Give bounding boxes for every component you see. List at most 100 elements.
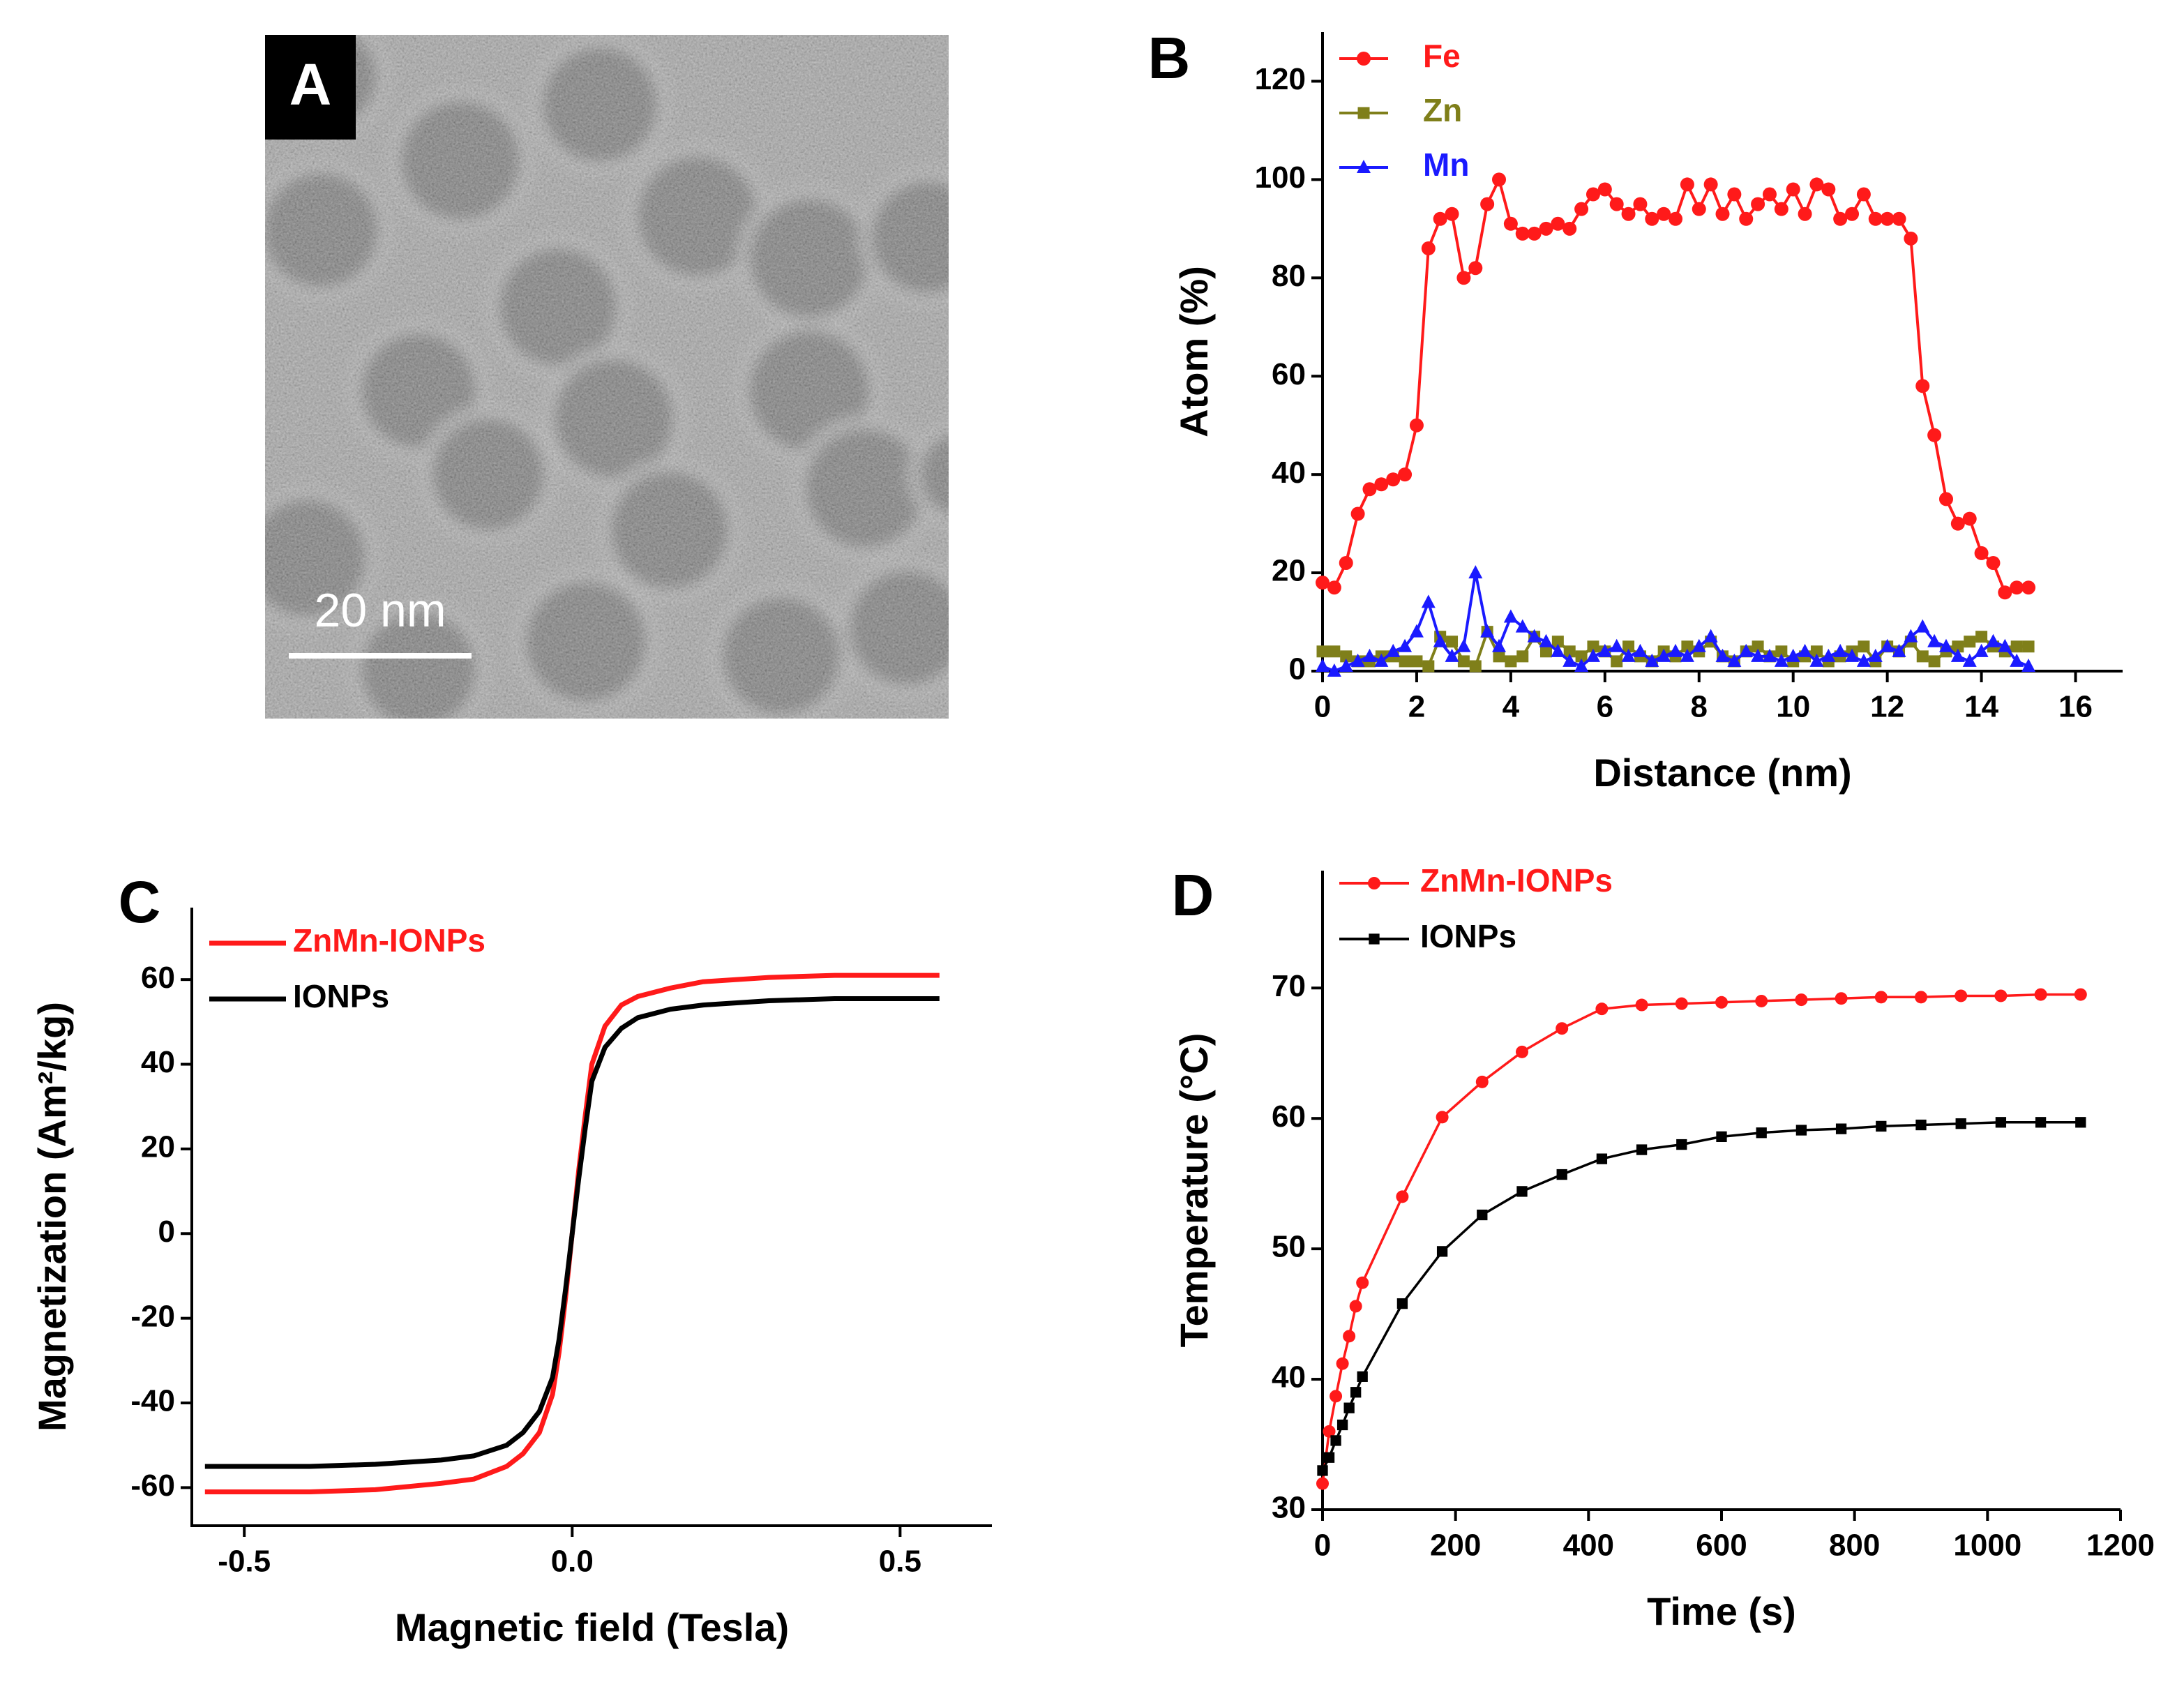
- marker: [1327, 663, 1341, 677]
- x-axis-title: Time (s): [1647, 1589, 1796, 1633]
- scale-bar-label: 20 nm: [315, 584, 446, 637]
- marker: [1611, 655, 1623, 668]
- marker: [1962, 511, 1977, 526]
- y-tick-label: 40: [1272, 456, 1306, 490]
- marker: [1551, 643, 1565, 657]
- marker: [1323, 1425, 1336, 1438]
- x-tick-label: 0: [1314, 1529, 1331, 1563]
- marker: [1539, 645, 1552, 658]
- marker: [1751, 648, 1765, 662]
- marker: [1645, 211, 1659, 226]
- marker: [1433, 211, 1447, 226]
- marker: [1786, 648, 1800, 662]
- series-line: [1321, 1121, 2081, 1471]
- marker: [1330, 1435, 1341, 1446]
- marker: [1904, 231, 1918, 246]
- marker: [1330, 1390, 1343, 1403]
- y-tick-label: -20: [130, 1299, 175, 1333]
- marker: [1398, 467, 1413, 482]
- marker: [1669, 211, 1683, 226]
- marker: [1715, 206, 1730, 221]
- y-tick-label: 100: [1255, 160, 1306, 195]
- marker: [1595, 1002, 1609, 1016]
- marker: [1868, 648, 1883, 662]
- marker: [1574, 658, 1589, 672]
- marker: [1633, 643, 1648, 657]
- marker: [1597, 643, 1612, 657]
- marker: [1845, 648, 1860, 662]
- marker: [1880, 211, 1895, 226]
- x-tick-label: 200: [1430, 1529, 1481, 1563]
- legend-label: Zn: [1423, 92, 1462, 128]
- marker: [1892, 211, 1906, 226]
- marker: [1357, 160, 1371, 173]
- marker: [2021, 658, 2036, 672]
- marker: [1774, 202, 1788, 216]
- marker: [1880, 638, 1895, 652]
- marker: [2021, 580, 2036, 595]
- marker: [2075, 1117, 2086, 1128]
- x-tick-label: 1000: [1953, 1529, 2021, 1563]
- marker: [1715, 648, 1730, 662]
- y-tick-label: 0: [1289, 652, 1306, 686]
- marker: [1964, 636, 1976, 648]
- marker: [1975, 631, 1988, 643]
- marker: [1468, 565, 1483, 579]
- marker: [1874, 991, 1888, 1004]
- x-tick-label: 400: [1563, 1529, 1614, 1563]
- x-tick-label: 8: [1691, 690, 1708, 724]
- marker: [1336, 1419, 1348, 1431]
- panel-label: C: [119, 869, 161, 935]
- marker: [1421, 241, 1436, 256]
- y-tick-label: 20: [141, 1130, 175, 1164]
- marker: [1798, 643, 1812, 657]
- marker: [1317, 1465, 1328, 1476]
- marker: [1527, 226, 1542, 241]
- marker: [1809, 653, 1824, 667]
- marker: [1505, 655, 1517, 668]
- marker: [1456, 271, 1471, 285]
- marker: [1357, 1371, 1368, 1382]
- marker: [2022, 640, 2035, 653]
- marker: [1858, 640, 1870, 653]
- marker: [1396, 1190, 1409, 1203]
- marker: [1575, 650, 1588, 663]
- marker: [1551, 636, 1564, 648]
- marker: [1357, 52, 1371, 66]
- marker: [1328, 645, 1341, 658]
- marker: [1609, 638, 1624, 652]
- marker: [1562, 221, 1577, 236]
- marker: [1633, 197, 1648, 211]
- marker: [1422, 660, 1435, 673]
- marker: [1798, 206, 1812, 221]
- y-tick-label: 20: [1272, 554, 1306, 588]
- image-grain: [265, 35, 949, 719]
- marker: [1994, 989, 2008, 1002]
- marker: [1516, 650, 1529, 663]
- tem-image: [265, 35, 949, 719]
- marker: [1681, 640, 1694, 653]
- marker: [1410, 655, 1423, 668]
- marker: [1950, 648, 1965, 662]
- marker: [1596, 1153, 1608, 1164]
- marker: [1350, 1387, 1362, 1398]
- marker: [1349, 1300, 1362, 1313]
- marker: [1551, 216, 1565, 231]
- marker: [1636, 1144, 1648, 1155]
- marker: [1343, 1402, 1355, 1413]
- chart: B 0 20 40 60 80 100 120 0 2 4 6 8 10 12 14 16 Distance (n…: [1148, 25, 2123, 795]
- legend-label: Fe: [1423, 38, 1461, 74]
- marker: [1974, 546, 1989, 560]
- marker: [1809, 177, 1824, 192]
- marker: [1327, 580, 1341, 595]
- marker: [1755, 994, 1768, 1007]
- y-axis-title: Atom (%): [1172, 266, 1216, 437]
- marker: [1915, 991, 1927, 1004]
- marker: [1950, 516, 1965, 531]
- panel-label: B: [1148, 25, 1191, 91]
- marker: [1998, 638, 2012, 652]
- marker: [1845, 206, 1860, 221]
- marker: [1586, 187, 1600, 202]
- legend-label: IONPs: [1420, 918, 1516, 954]
